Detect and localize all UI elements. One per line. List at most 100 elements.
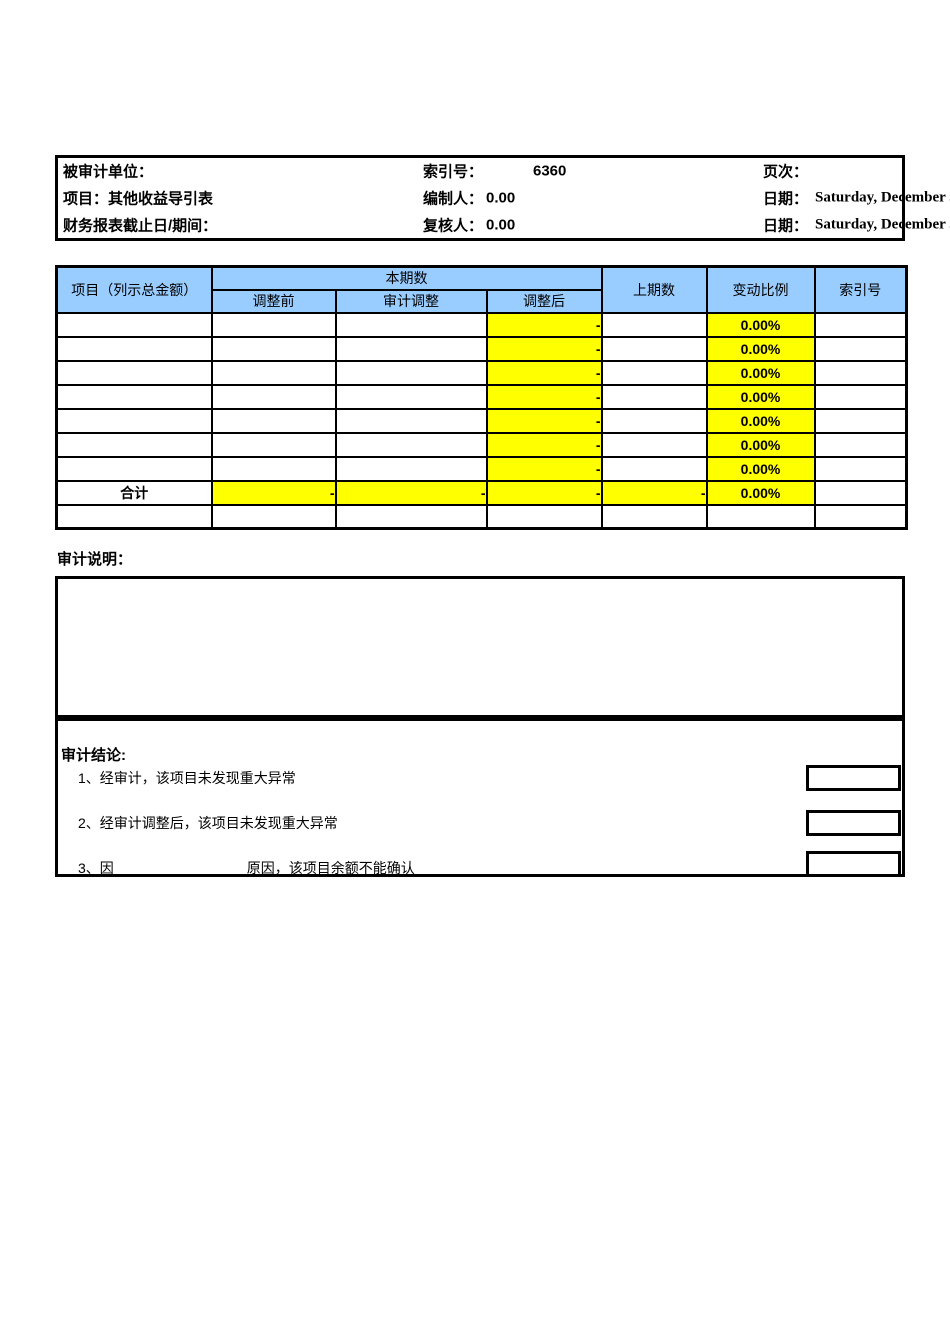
audit-adjustment-cell[interactable] [334,503,488,530]
page-no-label: 页次： [763,163,809,181]
conclusion-checkbox-1[interactable] [806,765,901,791]
index-no-cell[interactable] [813,431,908,458]
conclusion-item-3-suffix: 原因，该项目余额不能确认 [246,860,415,876]
index-no-cell[interactable] [813,407,908,434]
index-no-cell[interactable] [813,359,908,386]
col-header-before-adjustment: 调整前 [210,288,337,314]
item-cell[interactable] [55,383,213,410]
conclusion-item-1: 1、经审计，该项目未发现重大异常 [78,770,296,786]
total-row: 合计 - - - - 0.00% [55,479,908,506]
after-adjustment-cell[interactable]: - [485,407,603,434]
total-index-no-cell[interactable] [813,479,908,506]
prior-period-cell[interactable] [600,455,708,482]
after-adjustment-cell[interactable]: - [485,431,603,458]
audit-adjustment-cell[interactable] [334,335,488,362]
col-header-current-period: 本期数 [210,265,603,291]
preparer-value: 0.00 [486,189,516,207]
change-ratio-cell[interactable]: 0.00% [705,359,816,386]
reviewer-value: 0.00 [486,216,516,234]
total-before-adjustment-cell: - [210,479,337,506]
change-ratio-cell[interactable]: 0.00% [705,383,816,410]
audit-adjustment-cell[interactable] [334,383,488,410]
prior-period-cell[interactable] [600,383,708,410]
table-row: - 0.00% [55,383,908,410]
audit-adjustment-cell[interactable] [334,407,488,434]
change-ratio-cell[interactable]: 0.00% [705,311,816,338]
table-row: - 0.00% [55,455,908,482]
before-adjustment-cell[interactable] [210,383,337,410]
audit-adjustment-cell[interactable] [334,455,488,482]
header-row-period: 财务报表截止日/期间： 复核人： 0.00 日期： Saturday, Dece… [58,211,950,238]
item-cell[interactable] [55,335,213,362]
before-adjustment-cell[interactable] [210,431,337,458]
before-adjustment-cell[interactable] [210,359,337,386]
before-adjustment-cell[interactable] [210,455,337,482]
audit-notes-box[interactable] [55,576,905,718]
index-no-cell[interactable] [813,503,908,530]
prior-period-cell[interactable] [600,311,708,338]
audit-adjustment-cell[interactable] [334,311,488,338]
change-ratio-cell[interactable]: 0.00% [705,407,816,434]
after-adjustment-cell[interactable]: - [485,359,603,386]
table-row: - 0.00% [55,431,908,458]
col-header-item: 项目（列示总金额） [55,265,213,314]
before-adjustment-cell[interactable] [210,407,337,434]
audit-conclusion-box: 审计结论: 1、经审计，该项目未发现重大异常 2、经审计调整后，该项目未发现重大… [55,718,905,877]
total-label-cell: 合计 [55,479,213,506]
conclusion-item-3: 3、因 原因，该项目余额不能确认 [78,858,415,878]
project-label: 项目：其他收益导引表 [63,190,214,208]
index-no-cell[interactable] [813,383,908,410]
after-adjustment-cell[interactable]: - [485,311,603,338]
table-row: - 0.00% [55,407,908,434]
after-adjustment-cell[interactable] [485,503,603,530]
before-adjustment-cell[interactable] [210,335,337,362]
after-adjustment-cell[interactable]: - [485,383,603,410]
reviewer-label: 复核人： [423,217,484,235]
item-cell[interactable] [55,359,213,386]
before-adjustment-cell[interactable] [210,503,337,530]
audit-adjustment-cell[interactable] [334,431,488,458]
audit-conclusion-label: 审计结论: [61,747,126,764]
top-header-table: 被审计单位： 索引号： 6360 页次： 项目：其他收益导引表 编制人： 0.0… [55,155,950,241]
header-row-project: 项目：其他收益导引表 编制人： 0.00 日期： Saturday, Decem… [58,185,950,212]
before-adjustment-cell[interactable] [210,311,337,338]
prior-period-cell[interactable] [600,359,708,386]
conclusion-item-3-prefix: 3、因 [78,860,114,876]
conclusion-checkbox-3[interactable] [806,851,901,877]
prior-period-cell[interactable] [600,407,708,434]
index-no-cell[interactable] [813,455,908,482]
prior-period-cell[interactable] [600,335,708,362]
audit-notes-label: 审计说明： [57,551,133,568]
item-cell[interactable] [55,431,213,458]
change-ratio-cell[interactable]: 0.00% [705,431,816,458]
col-header-audit-adjustment: 审计调整 [334,288,488,314]
index-no-cell[interactable] [813,311,908,338]
empty-row [55,503,908,530]
audit-table: 项目（列示总金额） 本期数 上期数 变动比例 索引号 调整前 审计调整 调整后 … [55,265,909,530]
total-prior-period-cell: - [600,479,708,506]
prior-period-cell[interactable] [600,503,708,530]
date-label-1: 日期： [763,190,809,208]
total-after-adjustment-cell: - [485,479,603,506]
change-ratio-cell[interactable]: 0.00% [705,455,816,482]
item-cell[interactable] [55,455,213,482]
preparer-label: 编制人： [423,190,484,208]
index-no-cell[interactable] [813,335,908,362]
item-cell[interactable] [55,503,213,530]
audit-adjustment-cell[interactable] [334,359,488,386]
after-adjustment-cell[interactable]: - [485,455,603,482]
prior-period-cell[interactable] [600,431,708,458]
table-header-row-1: 项目（列示总金额） 本期数 上期数 变动比例 索引号 [55,265,908,314]
col-header-change-ratio: 变动比例 [705,265,816,314]
col-header-prior-period: 上期数 [600,265,708,314]
item-cell[interactable] [55,311,213,338]
conclusion-checkbox-2[interactable] [806,810,901,836]
change-ratio-cell[interactable]: 0.00% [705,335,816,362]
change-ratio-cell[interactable] [705,503,816,530]
after-adjustment-cell[interactable]: - [485,335,603,362]
date-label-2: 日期： [763,217,809,235]
col-header-index-no: 索引号 [813,265,908,314]
item-cell[interactable] [55,407,213,434]
table-row: - 0.00% [55,335,908,362]
